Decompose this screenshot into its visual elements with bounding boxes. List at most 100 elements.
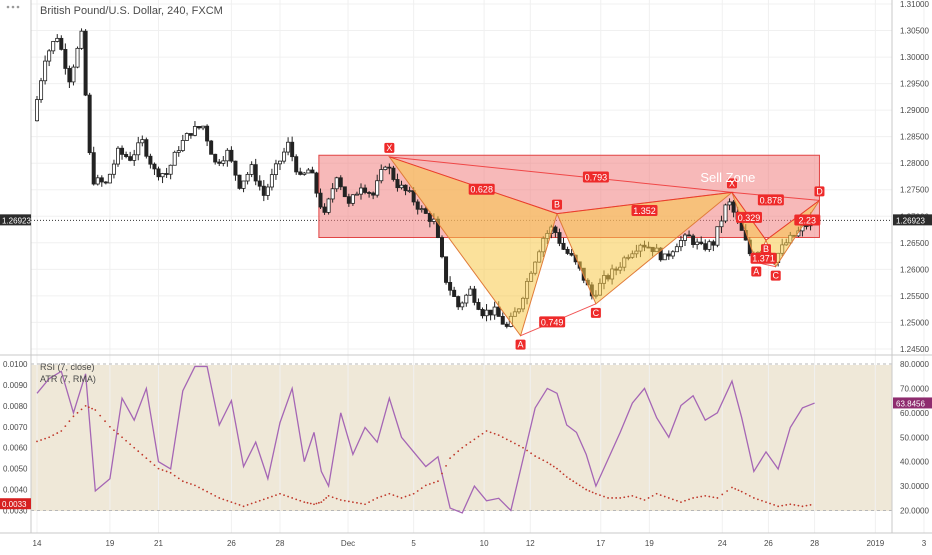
ratio-tag bbox=[757, 194, 784, 206]
atr-dot bbox=[306, 501, 309, 504]
candle-body bbox=[269, 174, 274, 188]
candle-body bbox=[565, 248, 570, 254]
last-price-tag-bg bbox=[893, 214, 932, 226]
candle-body bbox=[241, 180, 246, 189]
price-tick-label: 1.31000 bbox=[900, 0, 929, 9]
pattern-point-tag bbox=[384, 142, 395, 153]
ratio-tag bbox=[631, 204, 658, 216]
atr-tick-label: 0.0040 bbox=[3, 486, 28, 495]
candle-body bbox=[294, 156, 299, 173]
candle-body bbox=[496, 306, 501, 317]
atr-dot bbox=[461, 446, 464, 449]
atr-dot bbox=[210, 492, 213, 495]
pattern-connector bbox=[765, 199, 820, 241]
price-tick-label: 1.28500 bbox=[900, 133, 929, 142]
candle-body bbox=[128, 156, 133, 161]
candle-body bbox=[176, 150, 181, 153]
pattern-point-tag bbox=[515, 339, 526, 350]
pattern-connector bbox=[556, 191, 733, 215]
atr-dot bbox=[99, 414, 102, 417]
candle-body bbox=[322, 206, 327, 213]
candle-body bbox=[148, 155, 153, 165]
candle-body bbox=[140, 139, 145, 144]
candle-body bbox=[51, 41, 56, 52]
candle-body bbox=[209, 140, 214, 155]
candle-body bbox=[391, 167, 396, 180]
candle-body bbox=[472, 288, 477, 303]
candle-body bbox=[399, 184, 404, 189]
rsi-value: 63.8456 bbox=[896, 399, 925, 408]
atr-dot bbox=[659, 494, 662, 497]
atr-dot bbox=[726, 490, 729, 492]
candle-body bbox=[314, 172, 319, 194]
atr-tick-label: 0.0050 bbox=[3, 465, 28, 474]
atr-dot bbox=[757, 498, 759, 501]
atr-dot bbox=[157, 467, 160, 470]
candle-body bbox=[95, 177, 100, 185]
candle-body bbox=[670, 251, 675, 257]
candle-body bbox=[683, 234, 688, 241]
candle-body bbox=[35, 99, 40, 122]
atr-dot bbox=[575, 482, 578, 485]
candle-body bbox=[326, 198, 331, 213]
atr-dot bbox=[109, 425, 111, 428]
atr-dot bbox=[712, 496, 715, 499]
candle-body bbox=[687, 234, 692, 237]
candle-body bbox=[318, 192, 323, 208]
candle-body bbox=[152, 163, 157, 170]
atr-dot bbox=[477, 435, 480, 438]
rsi-tick-label: 20.0000 bbox=[900, 507, 929, 516]
candle-body bbox=[395, 179, 400, 189]
candle-body bbox=[229, 149, 234, 162]
pattern-point-tag bbox=[552, 199, 563, 210]
atr-dot bbox=[565, 476, 568, 478]
atr-dot bbox=[546, 461, 549, 464]
atr-dot bbox=[578, 484, 581, 487]
atr-dot bbox=[339, 499, 342, 501]
atr-dot bbox=[748, 494, 751, 497]
candle-body bbox=[569, 253, 574, 256]
time-tick-label: 14 bbox=[33, 539, 42, 548]
atr-dot bbox=[64, 425, 67, 427]
candle-body bbox=[67, 68, 72, 83]
candle-body bbox=[237, 174, 242, 189]
collapse-icon[interactable] bbox=[6, 5, 20, 9]
atr-dot bbox=[194, 484, 196, 487]
price-tick-label: 1.29500 bbox=[900, 80, 929, 89]
indicator-layer bbox=[36, 365, 815, 514]
time-tick-label: 21 bbox=[154, 539, 163, 548]
atr-dot bbox=[716, 497, 719, 499]
candle-body bbox=[460, 302, 465, 308]
atr-dot bbox=[514, 442, 516, 445]
atr-dot bbox=[149, 460, 152, 463]
price-tick-label: 1.28000 bbox=[900, 159, 929, 168]
rsi-value-tag: 63.8456 bbox=[893, 397, 932, 409]
atr-dot bbox=[279, 492, 281, 495]
atr-dot bbox=[667, 497, 670, 499]
candle-body bbox=[59, 37, 64, 50]
atr-dot bbox=[60, 430, 63, 432]
atr-dot bbox=[562, 473, 565, 476]
ratio-tag bbox=[582, 171, 609, 183]
candle-body bbox=[468, 288, 473, 296]
axis-layer: 1.31000 1.30500 1.30000 1.29500 1.29000 1.285… bbox=[3, 0, 929, 548]
atr-dot bbox=[299, 499, 302, 502]
atr-dot bbox=[376, 497, 379, 499]
candle-body bbox=[674, 246, 679, 253]
rsi-tick-label: 40.0000 bbox=[900, 458, 929, 467]
rsi-tick-label: 70.0000 bbox=[900, 384, 929, 393]
rsi-line bbox=[36, 365, 815, 514]
atr-dot bbox=[246, 504, 249, 506]
atr-dot bbox=[603, 495, 605, 498]
atr-dot bbox=[169, 471, 172, 474]
candle-body bbox=[136, 142, 141, 156]
price-tick-label: 1.24500 bbox=[900, 345, 929, 354]
atr-dot bbox=[137, 450, 140, 453]
atr-dot bbox=[485, 430, 488, 432]
candle-body bbox=[201, 125, 206, 129]
atr-dot bbox=[309, 502, 312, 505]
candle-body bbox=[330, 188, 335, 200]
rsi-tick-label: 80.0000 bbox=[900, 360, 929, 369]
rsi-tick-label: 50.0000 bbox=[900, 433, 929, 442]
